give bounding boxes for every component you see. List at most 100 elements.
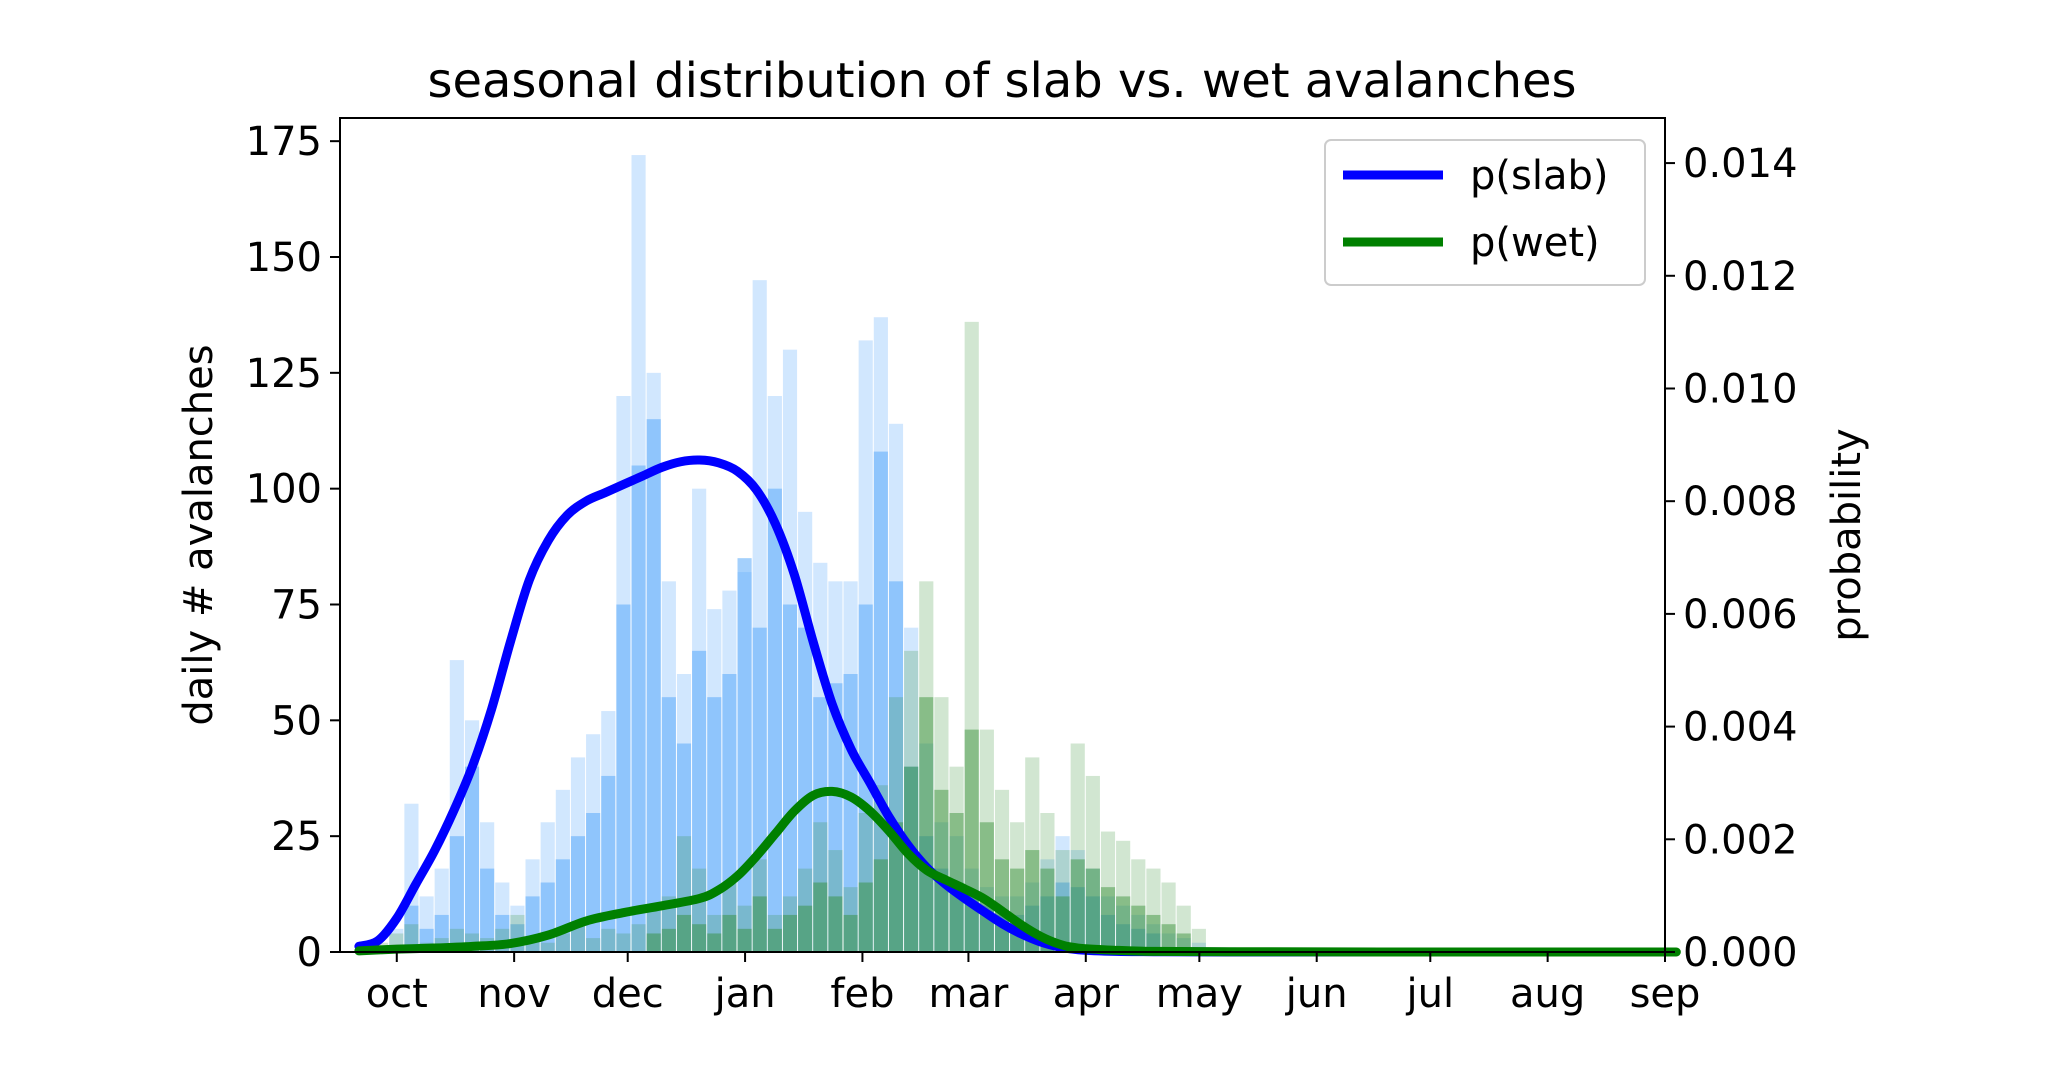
histogram-bar: [752, 859, 767, 952]
histogram-bar: [464, 766, 480, 952]
histogram-bar: [782, 896, 798, 952]
histogram-bar: [586, 938, 601, 952]
x-tick-label: feb: [830, 971, 894, 1017]
histogram-bar: [919, 697, 934, 952]
histogram-bar: [964, 321, 979, 952]
histogram-bar: [707, 697, 722, 952]
histogram-bar: [1116, 924, 1131, 952]
histogram-bar: [1146, 868, 1161, 952]
histogram-bar: [1055, 882, 1070, 952]
histogram-bar: [828, 896, 843, 952]
probability-curves: [354, 455, 1681, 957]
histogram-bar: [1161, 924, 1176, 952]
y2-tick-label: 0.010: [1683, 366, 1798, 412]
x-tick-label: apr: [1053, 971, 1120, 1017]
y-tick-label: 175: [246, 119, 322, 165]
histogram-bar: [1085, 896, 1100, 952]
x-tick-label: mar: [928, 971, 1008, 1017]
histogram-bar: [449, 836, 464, 952]
histogram-bar: [798, 627, 813, 952]
histogram-bar: [1131, 928, 1146, 952]
x-tick-label: jun: [1285, 971, 1348, 1017]
histogram-bar: [843, 914, 858, 952]
histogram-bar: [404, 905, 419, 952]
histogram-bar: [813, 697, 828, 952]
histogram-bar: [570, 924, 586, 952]
y-axis-left: 0 25 50 75 100 125 150 175: [246, 119, 340, 976]
histogram-bar: [813, 882, 828, 952]
y-tick-label: 75: [271, 583, 322, 629]
histogram-bar: [692, 650, 707, 952]
histogram-bar: [752, 627, 767, 952]
y-tick-label: 25: [271, 814, 322, 860]
histogram-bar: [1070, 887, 1085, 952]
histogram-bar: [1116, 896, 1131, 952]
histogram-bar: [646, 933, 661, 952]
series-line-pwet: [354, 786, 1681, 957]
x-tick-label: aug: [1510, 971, 1585, 1017]
histogram-bar: [1040, 813, 1055, 952]
legend-label-slab: p(slab): [1470, 153, 1608, 199]
histogram-bar: [631, 924, 646, 952]
y2-tick-label: 0.002: [1683, 817, 1798, 863]
histogram-bar: [737, 928, 752, 952]
histogram-bar: [646, 905, 661, 952]
histogram-bar: [798, 905, 813, 952]
histogram-bar: [813, 822, 828, 952]
y2-tick-label: 0.000: [1683, 930, 1798, 976]
y-tick-label: 150: [246, 235, 322, 281]
histogram-bar: [707, 933, 722, 952]
y2-tick-label: 0.012: [1683, 254, 1798, 300]
histogram-bar: [858, 882, 873, 952]
histogram-bar: [692, 868, 707, 952]
histogram-bar: [434, 914, 449, 952]
histogram-bar: [949, 766, 964, 952]
histogram-bar: [586, 813, 601, 952]
histogram-bar: [767, 928, 782, 952]
histogram-bar: [555, 933, 570, 952]
x-tick-label: nov: [477, 971, 551, 1017]
histogram-bar: [934, 789, 949, 952]
histogram-bar: [646, 419, 661, 953]
histogram-bar: [979, 822, 994, 952]
histogram-bar: [737, 905, 752, 952]
histogram-bar: [904, 650, 919, 952]
histogram-bar: [1040, 868, 1055, 952]
histogram-bars: [374, 155, 1237, 953]
histogram-bar: [1146, 914, 1161, 952]
histogram-bar: [782, 604, 798, 952]
x-tick-label: jul: [1405, 971, 1454, 1017]
histogram-bar: [1070, 743, 1085, 952]
histogram-bar: [964, 729, 979, 952]
histogram-bar: [631, 465, 646, 952]
histogram-bar: [1161, 882, 1176, 952]
y-tick-label: 125: [246, 351, 322, 397]
histogram-bar: [616, 604, 631, 952]
histogram-bar: [1100, 914, 1116, 952]
x-tick-label: may: [1156, 971, 1243, 1017]
y2-tick-label: 0.014: [1683, 141, 1798, 187]
histogram-bar: [540, 942, 555, 952]
histogram-bar: [676, 836, 692, 952]
y2-tick-label: 0.004: [1683, 705, 1798, 751]
histogram-bar: [661, 896, 676, 952]
histogram-bar: [858, 813, 873, 952]
histogram-bar: [1055, 896, 1070, 952]
histogram-bar: [828, 850, 843, 952]
histogram-bar: [1025, 757, 1040, 952]
histogram-bar: [692, 924, 707, 952]
y2-axis-title: probability: [1824, 428, 1870, 641]
histogram-bar: [661, 928, 676, 952]
histogram-bar: [767, 914, 782, 952]
histogram-bar: [1131, 859, 1146, 952]
x-tick-label: oct: [366, 971, 428, 1017]
x-tick-label: jan: [714, 971, 776, 1017]
histogram-bar: [707, 914, 722, 952]
x-tick-label: dec: [592, 971, 664, 1017]
chart-title: seasonal distribution of slab vs. wet av…: [427, 53, 1576, 109]
histogram-bar: [1085, 868, 1100, 952]
y-tick-label: 100: [246, 467, 322, 513]
histogram-bar: [782, 914, 798, 952]
histogram-bar: [601, 775, 616, 952]
